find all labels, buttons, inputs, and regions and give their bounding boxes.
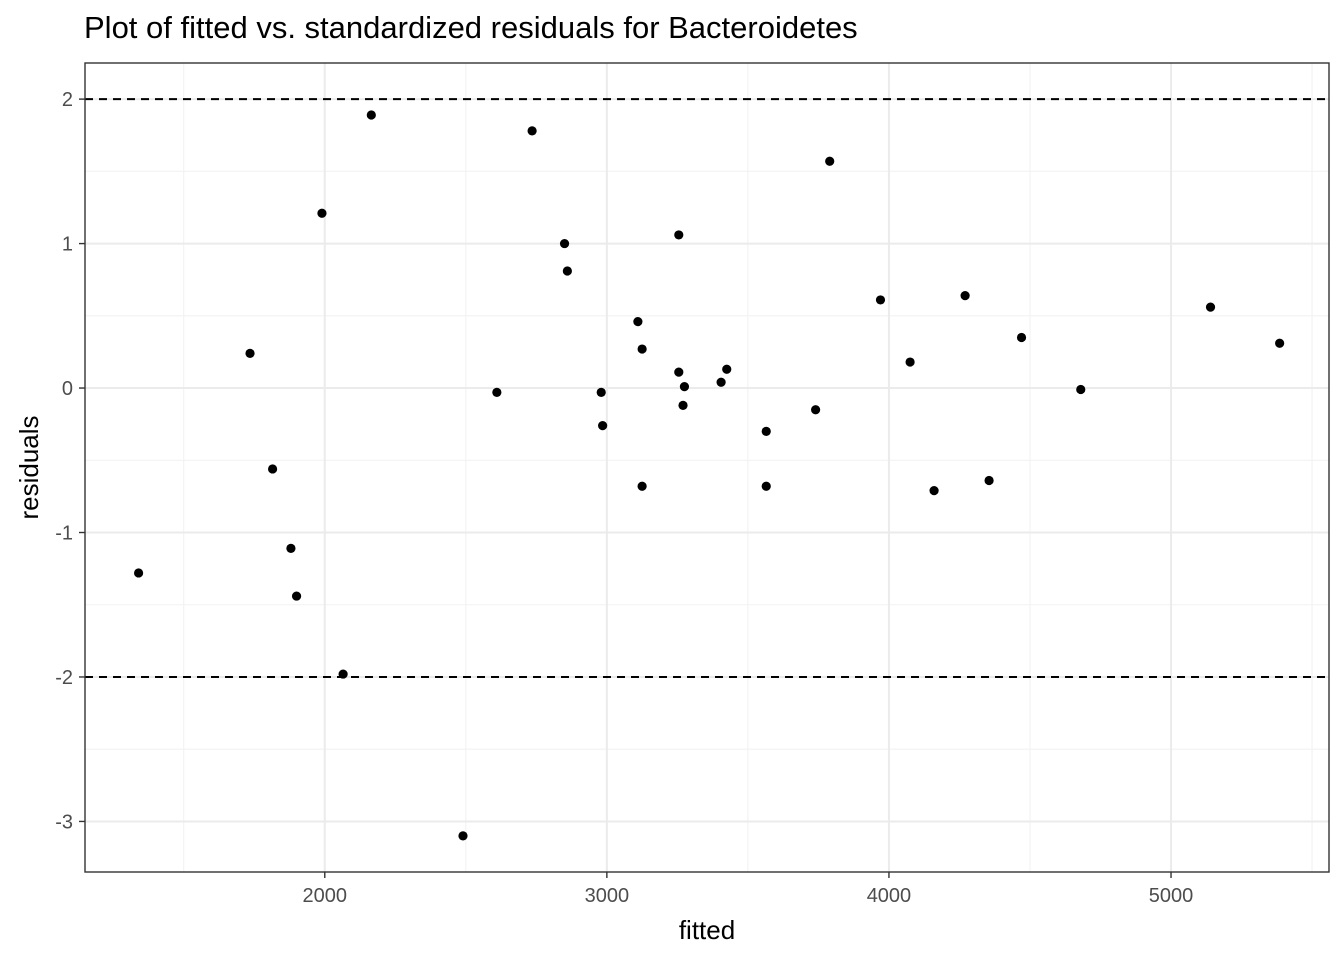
data-point [679,382,690,392]
data-point [458,831,468,841]
data-point [637,344,647,354]
axes: 2000 3000 4000 5000 -3 -2 -1 0 1 2 [55,89,1193,907]
data-point [133,568,144,578]
y-tick-label: -3 [55,811,73,833]
data-point [761,481,771,491]
x-tick-label: 3000 [585,885,630,907]
data-point [811,405,821,415]
data-point [267,464,278,474]
data-point [338,669,348,679]
data-point [527,126,537,136]
x-tick-label: 4000 [867,885,912,907]
data-point [366,110,376,120]
data-point [875,295,886,305]
data-point [929,486,939,496]
data-point [1076,384,1086,395]
x-tick-label: 2000 [303,885,348,907]
panel-border-rect [84,62,1330,873]
x-axis-title: fitted [679,915,735,945]
data-points [133,110,1285,841]
data-point [674,367,684,377]
data-point [633,316,643,327]
x-tick-label: 5000 [1149,885,1194,907]
panel-border [84,62,1330,873]
data-point [1016,332,1027,343]
data-point [286,543,296,554]
data-point [761,426,771,436]
data-point [596,387,606,397]
y-tick-label: 1 [62,234,73,256]
data-point [674,230,684,240]
reference-lines [85,98,1329,678]
data-point [559,238,570,249]
data-point [637,481,647,491]
y-axis-title: residuals [14,415,44,519]
data-point [492,387,502,397]
plot-panel [85,63,1329,872]
data-point [905,357,915,367]
y-tick-label: 0 [62,378,73,400]
data-point [722,364,732,374]
data-point [245,348,255,358]
data-point [291,591,302,601]
panel-background [85,63,1329,872]
data-point [825,156,835,166]
chart-title: Plot of fitted vs. standardized residual… [84,10,858,45]
data-point [678,400,688,410]
data-point [562,266,572,276]
y-tick-label: 2 [62,89,73,111]
data-point [716,377,726,387]
data-point [960,290,970,301]
data-point [598,421,608,431]
data-point [1205,302,1216,312]
data-point [1275,338,1285,348]
data-point [317,208,327,218]
data-point [984,475,994,486]
y-tick-label: -1 [55,523,73,545]
y-tick-label: -2 [55,667,73,689]
